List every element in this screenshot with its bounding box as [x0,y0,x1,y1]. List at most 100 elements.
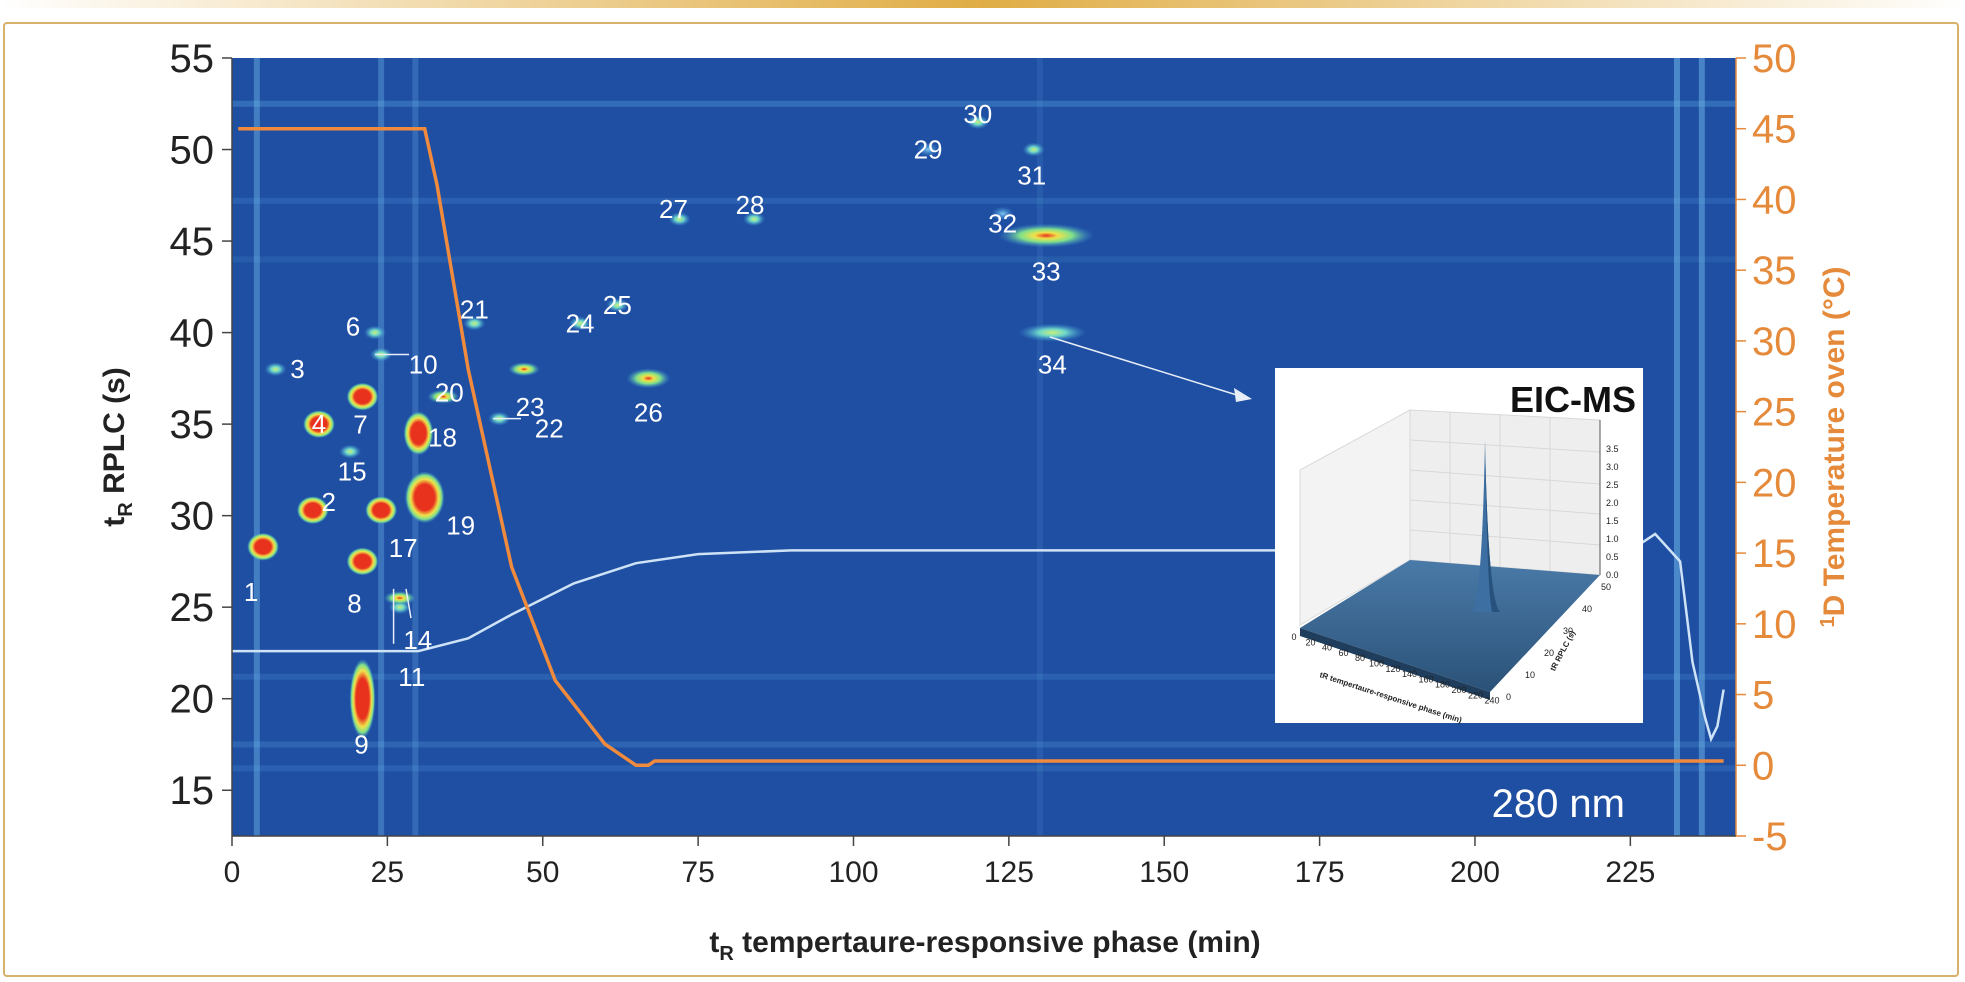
background-band [232,673,1736,680]
peak-spot-9 [349,658,376,739]
inset-y-tick: 0 [1506,692,1511,702]
peak-label-21: 21 [460,294,489,324]
y-axis-title-rest: RPLC (s) [98,367,131,502]
peak-label-7: 7 [353,410,367,440]
inset-z-tick: 3.5 [1606,444,1619,454]
peak-spots [247,115,1095,739]
inset-x-tick: 60 [1338,648,1348,658]
background-band [232,741,1736,748]
inset-x-tick: 100 [1369,659,1384,669]
peak-spot-14 [383,591,416,606]
peak-label-15: 15 [338,457,367,487]
x-tick-label: 75 [681,856,714,889]
right-axis-ticks: -5 0 5 10 15 20 25 30 35 40 45 50 [1736,37,1797,859]
inset-x-tick: 160 [1418,674,1433,684]
y2-tick-label: 5 [1752,674,1774,718]
inset-x-tick: 0 [1291,632,1296,642]
peak-spot-32 [991,206,1014,221]
baseline-trace [232,532,1725,743]
inset-z-tick: 0.5 [1606,552,1619,562]
peak-spot-21 [463,316,486,331]
inset-surface-edge [1300,628,1490,700]
peak-spot-18 [403,411,434,456]
peak-label-20: 20 [435,378,464,408]
inset-x-tick: 120 [1385,664,1400,674]
y-tick-label: 40 [170,312,215,356]
y-tick-label: 20 [170,678,215,722]
peak-spot-3 [264,362,287,377]
y2-tick-label: 15 [1752,532,1797,576]
peak-label-22: 22 [535,414,564,444]
peak-label-26: 26 [634,397,663,427]
y-tick-label: 45 [170,220,215,264]
y2-tick-label: 25 [1752,391,1797,435]
x-tick-label: 25 [371,856,404,889]
peak-label-25: 25 [603,290,632,320]
solvent-front-line [253,58,260,836]
x-axis-title-main: t [709,926,719,959]
peak-spot-7 [346,382,379,411]
peak-label-14: 14 [403,625,432,655]
inset-z-tick: 2.0 [1606,498,1619,508]
y2-axis-title: 1D Temperature oven (°C) [1817,267,1851,628]
y-tick-label: 50 [170,129,215,173]
y2-axis-title-main: D Temperature oven (°C) [1818,267,1851,617]
inset-x-tick: 20 [1305,637,1315,647]
solvent-front-line [378,58,385,836]
background-band [232,256,1736,263]
peak-label-30: 30 [963,99,992,129]
inset-y-tick: 30 [1563,626,1573,636]
inset-x-tick: 220 [1468,690,1483,700]
y2-tick-label: -5 [1752,815,1788,859]
solvent-front-line [1036,58,1043,836]
y2-tick-label: 0 [1752,744,1774,788]
peak-label-29: 29 [914,135,943,165]
peak-spot-6 [363,325,386,340]
peak-label-34: 34 [1038,350,1067,380]
y2-tick-label: 45 [1752,108,1797,152]
x-axis-title-rest: tempertaure-responsive phase (min) [734,926,1261,959]
peak-spot-30 [966,115,989,130]
peak-spot-15 [339,444,362,459]
peak-spot-26 [626,368,671,389]
peak-spot-17 [365,496,398,525]
y-axis-title-subscript: R [115,502,137,517]
peak-spot-4 [303,410,336,439]
peak-spot-25 [606,298,629,313]
peak-label-33: 33 [1032,257,1061,287]
y2-tick-label: 30 [1752,320,1797,364]
inset-z-tick: 1.0 [1606,534,1619,544]
inset-x-tick: 240 [1484,696,1499,706]
peak-spot-8 [346,547,379,576]
peak-label-32: 32 [988,209,1017,239]
background-band [232,100,1736,107]
background-streaks [232,58,1736,836]
inset-title: EIC-MS [1510,379,1636,420]
y2-tick-label: 20 [1752,461,1797,505]
top-band-fill [0,0,1965,8]
peak-spot-31 [1022,142,1045,157]
peak-spot-28 [743,212,766,227]
inset-x-tick: 180 [1435,680,1450,690]
y-axis-title: tR RPLC (s) [98,367,137,526]
peak-spot-33 [998,223,1095,248]
x-tick-label: 100 [828,856,878,889]
inset-surface [1300,560,1600,692]
inset-arrow-line [1049,336,1241,397]
x-tick-label: 175 [1295,856,1345,889]
inset-x-tick: 80 [1355,653,1365,663]
y-tick-label: 35 [170,403,215,447]
inset-x-tick: 40 [1322,643,1332,653]
inset-x-tick: 200 [1451,685,1466,695]
y-tick-label: 15 [170,769,215,813]
inset-eic-ms: 0.00.51.01.52.02.53.03.5 020406080100120… [1275,368,1643,725]
y2-tick-label: 40 [1752,178,1797,222]
x-axis-title: tR tempertaure-responsive phase (min) [709,926,1260,965]
peak-spot-24 [569,316,592,331]
inset-y-tick: 10 [1525,670,1535,680]
y2-tick-label: 35 [1752,249,1797,293]
x-tick-label: 150 [1139,856,1189,889]
peak-spot-34 [1018,323,1087,342]
